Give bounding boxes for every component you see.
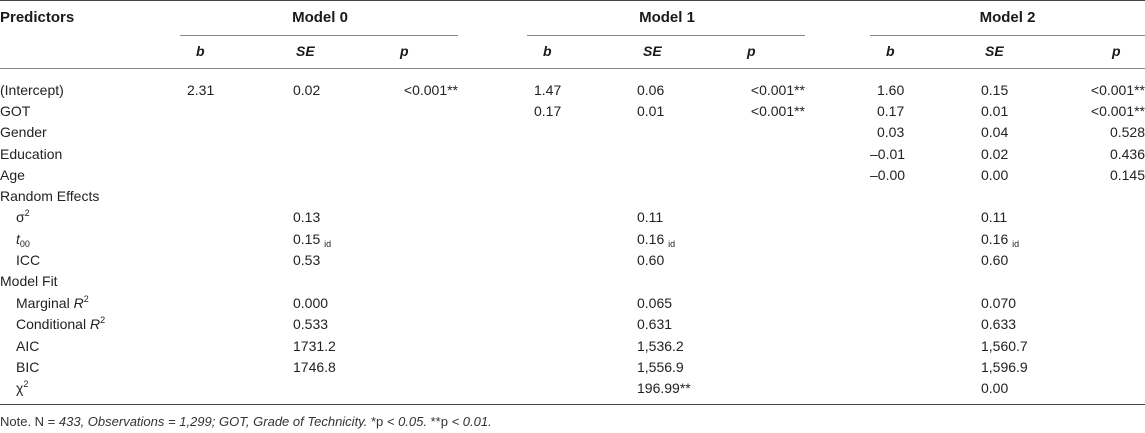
intercept-m1-b: 1.47 bbox=[534, 82, 562, 98]
aic-m2: 1,560.7 bbox=[981, 338, 1028, 354]
model1-underline bbox=[527, 35, 805, 36]
age-m2-se: 0.00 bbox=[981, 167, 1009, 183]
got-m2-se: 0.01 bbox=[981, 103, 1009, 119]
education-m2-b: –0.01 bbox=[870, 146, 906, 162]
got-m1-b: 0.17 bbox=[534, 103, 562, 119]
row-label-age: Age bbox=[0, 167, 25, 183]
row-label-tau00: t00 bbox=[16, 231, 30, 249]
sigma-m1: 0.11 bbox=[637, 209, 664, 225]
row-label-gender: Gender bbox=[0, 124, 47, 140]
bic-m2: 1,596.9 bbox=[981, 359, 1028, 375]
intercept-m1-se: 0.06 bbox=[637, 82, 665, 98]
intercept-m0-p: <0.001** bbox=[403, 82, 458, 98]
tau-m0: 0.15 id bbox=[293, 231, 332, 249]
row-label-icc: ICC bbox=[16, 252, 41, 268]
sigma-m0: 0.13 bbox=[293, 209, 321, 225]
education-m2-se: 0.02 bbox=[981, 146, 1009, 162]
model0-underline bbox=[180, 35, 458, 36]
aic-m1: 1,536.2 bbox=[637, 338, 684, 354]
row-label-chi-squared: χ2 bbox=[16, 379, 29, 397]
chi-m2: 0.00 bbox=[981, 380, 1009, 396]
model2-b-header: b bbox=[886, 43, 895, 59]
tau-m1: 0.16 id bbox=[637, 231, 676, 249]
marginal-m2: 0.070 bbox=[981, 295, 1017, 311]
chi-m1: 196.99** bbox=[637, 380, 691, 396]
row-label-sigma-squared: σ2 bbox=[16, 208, 30, 226]
row-label-marginal-r2: Marginal R2 bbox=[16, 294, 89, 312]
tau-m2: 0.16 id bbox=[981, 231, 1020, 249]
marginal-m0: 0.000 bbox=[293, 295, 329, 311]
header-bottom-rule bbox=[0, 68, 1145, 69]
model1-header: Model 1 bbox=[639, 9, 695, 26]
aic-m0: 1731.2 bbox=[293, 338, 336, 354]
age-m2-p: 0.145 bbox=[1109, 167, 1145, 183]
icc-m1: 0.60 bbox=[637, 252, 665, 268]
model0-p-header: p bbox=[400, 43, 409, 59]
icc-m2: 0.60 bbox=[981, 252, 1009, 268]
age-m2-b: –0.00 bbox=[870, 167, 906, 183]
model2-underline bbox=[870, 35, 1145, 36]
section-model-fit: Model Fit bbox=[0, 273, 58, 289]
row-label-aic: AIC bbox=[16, 338, 40, 354]
top-rule bbox=[0, 0, 1145, 1]
row-label-bic: BIC bbox=[16, 359, 40, 375]
got-m1-se: 0.01 bbox=[637, 103, 665, 119]
got-m2-b: 0.17 bbox=[877, 103, 905, 119]
gender-m2-b: 0.03 bbox=[877, 124, 905, 140]
intercept-m2-se: 0.15 bbox=[981, 82, 1009, 98]
intercept-m2-b: 1.60 bbox=[877, 82, 905, 98]
intercept-m1-p: <0.001** bbox=[750, 82, 805, 98]
gender-m2-se: 0.04 bbox=[981, 124, 1009, 140]
section-random-effects: Random Effects bbox=[0, 188, 100, 204]
conditional-m1: 0.631 bbox=[637, 316, 673, 332]
model2-p-header: p bbox=[1112, 43, 1121, 59]
icc-m0: 0.53 bbox=[293, 252, 321, 268]
model0-b-header: b bbox=[196, 43, 205, 59]
bic-m1: 1,556.9 bbox=[637, 359, 684, 375]
intercept-m0-b: 2.31 bbox=[187, 82, 215, 98]
conditional-m0: 0.533 bbox=[293, 316, 329, 332]
bic-m0: 1746.8 bbox=[293, 359, 336, 375]
model2-header: Model 2 bbox=[979, 9, 1036, 26]
got-m1-p: <0.001** bbox=[750, 103, 805, 119]
model1-b-header: b bbox=[543, 43, 552, 59]
intercept-m0-se: 0.02 bbox=[293, 82, 321, 98]
intercept-m2-p: <0.001** bbox=[1090, 82, 1145, 98]
row-label-conditional-r2: Conditional R2 bbox=[16, 315, 106, 333]
education-m2-p: 0.436 bbox=[1109, 146, 1145, 162]
table-note: Note. N = 433, Observations = 1,299; GOT… bbox=[0, 414, 492, 429]
model1-p-header: p bbox=[747, 43, 756, 59]
bottom-rule bbox=[0, 404, 1145, 405]
predictors-header: Predictors bbox=[0, 9, 75, 26]
row-label-education: Education bbox=[0, 146, 63, 162]
gender-m2-p: 0.528 bbox=[1109, 124, 1145, 140]
marginal-m1: 0.065 bbox=[637, 295, 673, 311]
model0-se-header: SE bbox=[296, 43, 315, 59]
row-label-intercept: (Intercept) bbox=[0, 82, 64, 98]
model0-header: Model 0 bbox=[292, 9, 348, 26]
model1-se-header: SE bbox=[643, 43, 662, 59]
sigma-m2: 0.11 bbox=[981, 209, 1008, 225]
model2-se-header: SE bbox=[985, 43, 1004, 59]
row-label-got: GOT bbox=[0, 103, 31, 119]
got-m2-p: <0.001** bbox=[1090, 103, 1145, 119]
conditional-m2: 0.633 bbox=[981, 316, 1017, 332]
